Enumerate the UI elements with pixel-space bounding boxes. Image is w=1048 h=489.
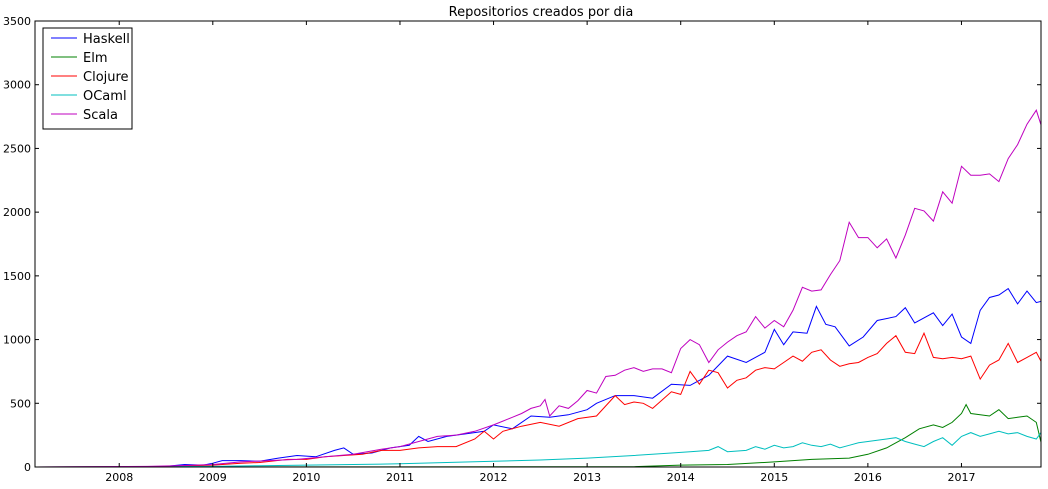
series-line-clojure <box>35 331 1041 467</box>
legend-label-ocaml: OCaml <box>83 89 127 104</box>
legend-label-elm: Elm <box>83 51 108 66</box>
y-tick-label: 3500 <box>3 15 31 28</box>
x-tick-label: 2011 <box>386 471 414 484</box>
chart-title: Repositorios creados por dia <box>449 5 634 20</box>
axes-layer: 2008 2009 2010 2011 2012 2013 2014 2015 2016 2017… <box>3 15 1042 484</box>
y-tick-label: 2000 <box>3 206 31 219</box>
series-line-ocaml <box>35 430 1041 467</box>
legend-label-scala: Scala <box>83 108 118 123</box>
plot-frame <box>34 20 1042 468</box>
legend-label-clojure: Clojure <box>83 70 129 85</box>
y-tick-label: 0 <box>24 461 31 474</box>
x-tick-label: 2013 <box>573 471 601 484</box>
y-tick-label: 1000 <box>3 334 31 347</box>
x-tick-label: 2010 <box>292 471 320 484</box>
series-line-scala <box>35 109 1041 467</box>
series-line-elm <box>35 403 1041 467</box>
legend: Haskell Elm Clojure OCaml Scala <box>42 27 133 130</box>
legend-label-haskell: Haskell <box>83 32 130 47</box>
series-line-haskell <box>35 287 1041 467</box>
x-tick-label: 2008 <box>105 471 133 484</box>
y-tick-label: 3000 <box>3 79 31 92</box>
series-layer <box>35 109 1041 467</box>
x-tick-label: 2017 <box>947 471 975 484</box>
y-tick-label: 500 <box>10 397 31 410</box>
x-tick-label: 2015 <box>760 471 788 484</box>
legend-box <box>42 27 133 130</box>
y-tick-label: 2500 <box>3 142 31 155</box>
x-tick-label: 2009 <box>199 471 227 484</box>
y-tick-label: 1500 <box>3 270 31 283</box>
x-tick-label: 2012 <box>480 471 508 484</box>
x-tick-label: 2016 <box>854 471 882 484</box>
x-tick-label: 2014 <box>667 471 695 484</box>
